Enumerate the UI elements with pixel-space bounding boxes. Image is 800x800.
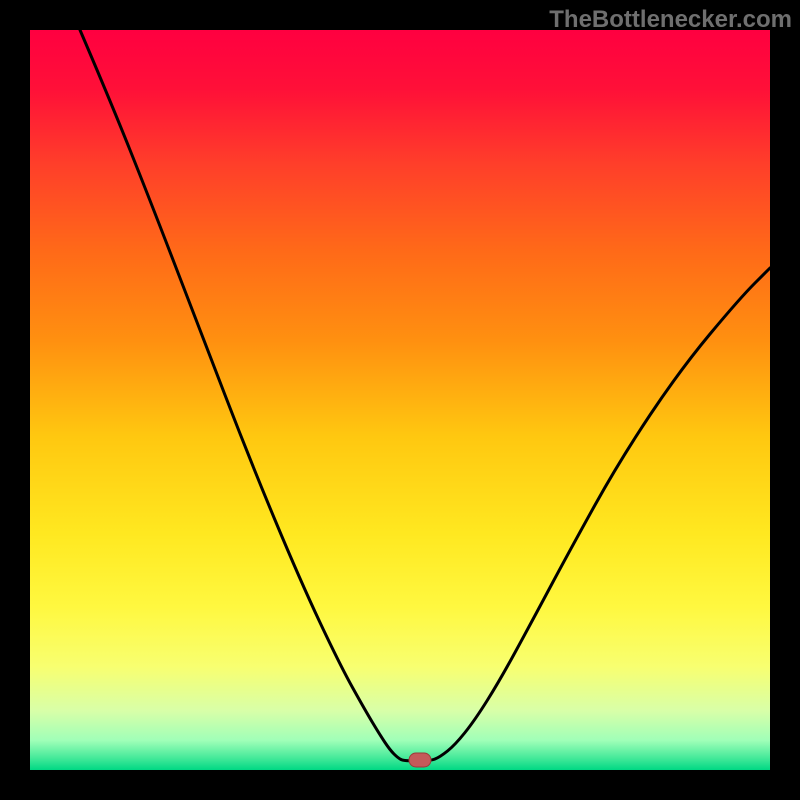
- watermark-text: TheBottlenecker.com: [549, 6, 792, 34]
- optimum-marker: [409, 753, 431, 767]
- chart-svg: [0, 0, 800, 800]
- chart-container: TheBottlenecker.com: [0, 0, 800, 800]
